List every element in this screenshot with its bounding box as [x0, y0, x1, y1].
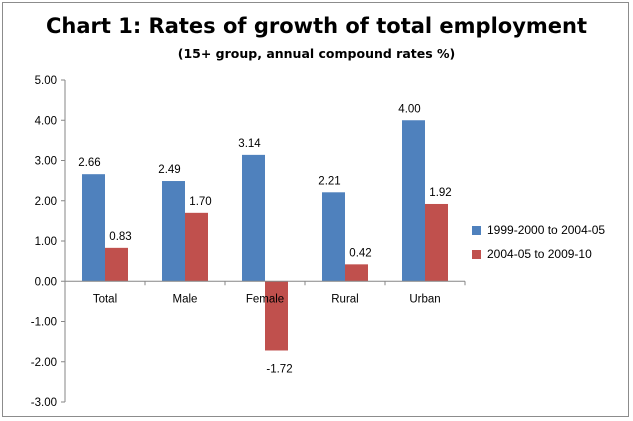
bar-series-1-total [82, 174, 105, 282]
y-tick-label: 3.00 [35, 156, 57, 168]
y-tick-label: -1.00 [31, 317, 57, 329]
data-label-series-2: 0.83 [109, 231, 131, 243]
bar-series-2-total [105, 247, 128, 282]
data-label-series-2: 1.92 [429, 187, 451, 199]
data-label-series-1: 2.21 [318, 175, 340, 187]
bar-series-1-urban [402, 120, 425, 282]
bar-series-1-male [162, 181, 185, 282]
bar-series-1-rural [322, 192, 345, 282]
y-tick-label: -2.00 [31, 357, 57, 369]
y-tick-label: 1.00 [35, 236, 57, 248]
chart-frame [2, 2, 629, 417]
data-label-series-2: -1.72 [266, 363, 292, 375]
data-label-series-1: 3.14 [238, 138, 261, 150]
legend-swatch-series-2 [472, 249, 481, 259]
y-tick-label: 4.00 [35, 115, 57, 127]
bar-series-2-urban [425, 203, 448, 282]
legend-item-series-2: 2004-05 to 2009-10 [472, 246, 605, 262]
data-label-series-1: 2.49 [158, 164, 180, 176]
y-tick-label: 2.00 [35, 196, 57, 208]
bar-series-2-male [185, 212, 208, 282]
x-category-label-rural: Rural [331, 293, 358, 305]
chart-legend: 1999-2000 to 2004-05 2004-05 to 2009-10 [472, 222, 605, 270]
legend-label-series-2: 2004-05 to 2009-10 [487, 247, 592, 261]
x-category-label-female: Female [246, 293, 284, 305]
bar-series-2-female [265, 281, 288, 351]
legend-swatch-series-1 [472, 225, 481, 235]
data-label-series-1: 2.66 [78, 157, 100, 169]
y-tick-label: 0.00 [35, 276, 57, 288]
bar-series-2-rural [345, 264, 368, 282]
data-label-series-1: 4.00 [398, 103, 420, 115]
bar-series-1-female [242, 154, 265, 282]
legend-label-series-1: 1999-2000 to 2004-05 [487, 223, 606, 237]
data-label-series-2: 1.70 [189, 196, 211, 208]
data-label-series-2: 0.42 [349, 247, 371, 259]
x-category-label-male: Male [173, 293, 198, 305]
x-category-label-total: Total [93, 293, 117, 305]
y-tick-label: 5.00 [35, 75, 57, 87]
y-tick-label: -3.00 [31, 397, 57, 409]
x-category-label-urban: Urban [409, 293, 440, 305]
legend-item-series-1: 1999-2000 to 2004-05 [472, 222, 605, 238]
chart-subtitle: (15+ group, annual compound rates %) [177, 46, 456, 61]
chart-title: Chart 1: Rates of growth of total employ… [45, 14, 588, 38]
